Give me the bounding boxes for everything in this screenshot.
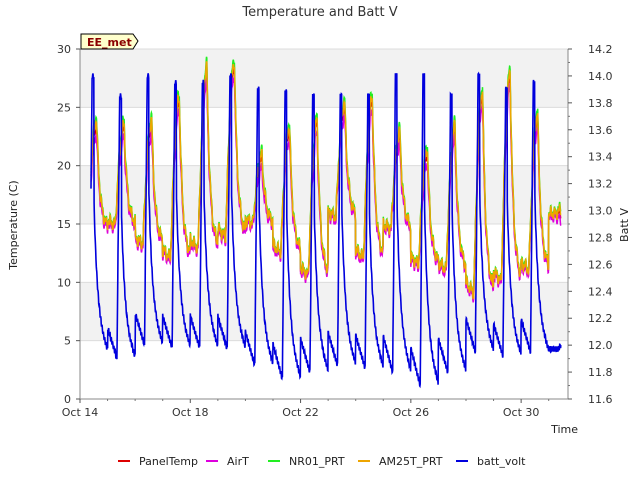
x-tick-label: Oct 14 (62, 406, 99, 419)
legend-label: AirT (227, 455, 249, 468)
site-label-box: EE_met (80, 33, 139, 50)
series-line-am25t-prt (90, 61, 562, 300)
y-tick-label: 5 (64, 335, 71, 348)
chart-title: Temperature and Batt V (241, 5, 397, 20)
y2-axis-title: Batt V (618, 208, 631, 242)
y-axis-title: Temperature (C) (7, 180, 20, 270)
series-layer (90, 56, 562, 389)
legend-label: PanelTemp (139, 455, 198, 468)
background-band (80, 107, 568, 166)
background-band (80, 165, 568, 224)
y2-tick-label: 13.4 (588, 151, 613, 164)
y-tick-label: 0 (64, 393, 71, 406)
legend-label: AM25T_PRT (379, 455, 443, 468)
y2-tick-label: 12.8 (588, 231, 613, 244)
y2-tick-label: 13.6 (588, 124, 613, 137)
y2-tick-label: 12.2 (588, 312, 613, 325)
x-tick-label: Oct 22 (282, 406, 319, 419)
x-axis-title: Time (550, 423, 578, 436)
y2-tick-label: 12.0 (588, 339, 613, 352)
legend: PanelTemp AirT NR01_PRT AM25T_PRT batt_volt (118, 455, 526, 468)
legend-label: NR01_PRT (289, 455, 345, 468)
y2-tick-label: 13.0 (588, 205, 613, 218)
y2-tick-label: 14.2 (588, 43, 613, 56)
legend-label: batt_volt (477, 455, 526, 468)
y-tick-label: 15 (57, 218, 71, 231)
plot-background-bands (80, 49, 568, 399)
x-tick-label: Oct 18 (172, 406, 209, 419)
tick-labels: 0 5 10 15 20 25 30 11.6 11.8 12.0 12.2 12.4 12.6 12.8… (57, 43, 613, 419)
y2-tick-label: 13.8 (588, 97, 613, 110)
site-label: EE_met (87, 36, 132, 49)
y-tick-label: 20 (57, 160, 71, 173)
x-tick-label: Oct 26 (393, 406, 430, 419)
y2-tick-label: 11.8 (588, 366, 613, 379)
y2-tick-label: 12.6 (588, 258, 613, 271)
y2-tick-label: 13.2 (588, 178, 613, 191)
y2-tick-label: 11.6 (588, 393, 613, 406)
y2-tick-label: 14.0 (588, 70, 613, 83)
background-band (80, 49, 568, 108)
y-tick-label: 10 (57, 276, 71, 289)
y2-tick-label: 12.4 (588, 285, 613, 298)
y-tick-label: 25 (57, 101, 71, 114)
x-tick-label: Oct 30 (503, 406, 540, 419)
series-line-batt-volt (90, 71, 562, 389)
y-tick-label: 30 (57, 43, 71, 56)
